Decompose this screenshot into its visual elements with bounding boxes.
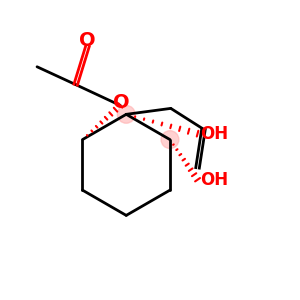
Circle shape [117,105,135,123]
Text: OH: OH [200,125,228,143]
Text: O: O [113,93,130,112]
Text: OH: OH [200,171,228,189]
Text: O: O [79,31,96,50]
Circle shape [161,131,179,148]
